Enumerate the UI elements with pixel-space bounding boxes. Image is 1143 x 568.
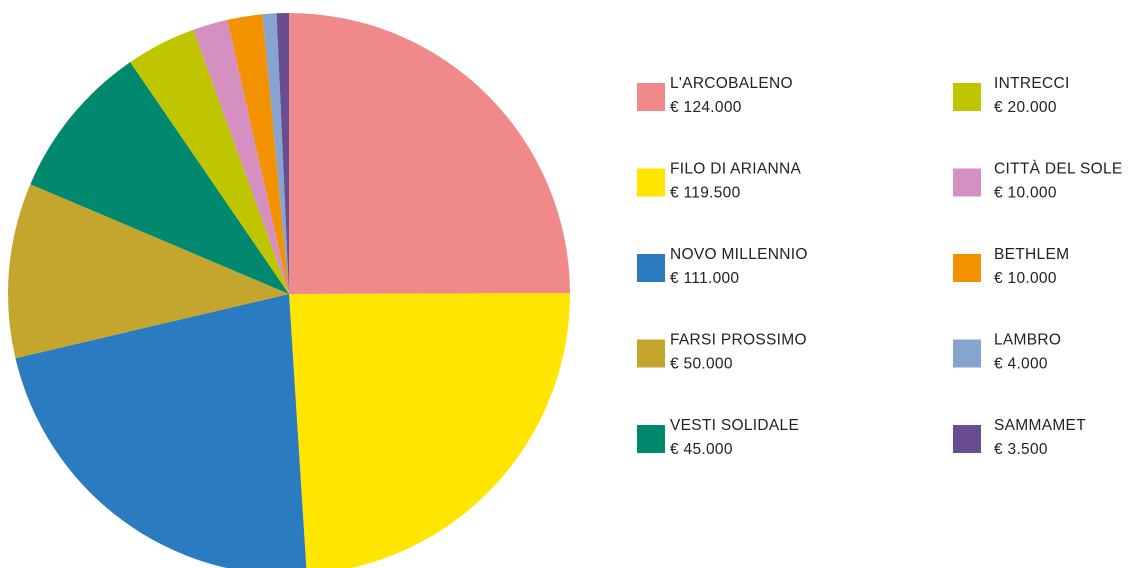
pie-slice xyxy=(130,29,289,294)
legend-swatch xyxy=(637,339,665,368)
legend-label: SAMMAMET xyxy=(994,417,1086,434)
pie-slice xyxy=(262,13,289,295)
legend-label: L'ARCOBALENO xyxy=(670,75,793,92)
legend-value: € 10.000 xyxy=(994,270,1057,287)
legend-label: FARSI PROSSIMO xyxy=(670,332,807,349)
legend-value: € 10.000 xyxy=(994,185,1057,202)
pie-slice xyxy=(8,184,290,359)
legend-swatch xyxy=(953,254,981,282)
legend-swatch xyxy=(953,425,981,453)
legend-label: CITTÀ DEL SOLE xyxy=(994,161,1123,178)
pie-slice xyxy=(276,13,289,294)
legend-swatch xyxy=(637,425,665,453)
legend-value: € 45.000 xyxy=(670,441,733,458)
pie-slice xyxy=(289,13,570,294)
legend-label: VESTI SOLIDALE xyxy=(670,417,799,434)
legend-label: BETHLEM xyxy=(994,246,1069,263)
legend-swatch xyxy=(637,83,665,111)
legend-value: € 50.000 xyxy=(670,356,733,373)
pie-slice xyxy=(227,14,289,295)
pie-slice xyxy=(30,62,289,294)
legend-swatch xyxy=(953,83,981,111)
legend-label: FILO DI ARIANNA xyxy=(670,161,801,178)
legend-value: € 4.000 xyxy=(994,356,1048,373)
pie-slice xyxy=(289,293,571,568)
pie-slice xyxy=(15,294,307,568)
legend-label: LAMBRO xyxy=(994,332,1061,349)
legend-value: € 111.000 xyxy=(670,270,739,287)
legend-value: € 124.000 xyxy=(670,99,742,116)
pie-slice xyxy=(193,19,289,295)
legend-value: € 3.500 xyxy=(994,441,1048,458)
legend-swatch xyxy=(953,339,981,368)
legend-swatch xyxy=(637,254,665,282)
legend-label: NOVO MILLENNIO xyxy=(670,246,808,263)
legend-swatch xyxy=(637,168,665,197)
legend-label: INTRECCI xyxy=(994,75,1070,92)
legend-value: € 119.500 xyxy=(670,185,741,202)
legend-value: € 20.000 xyxy=(994,99,1057,116)
legend-swatch xyxy=(953,168,981,197)
